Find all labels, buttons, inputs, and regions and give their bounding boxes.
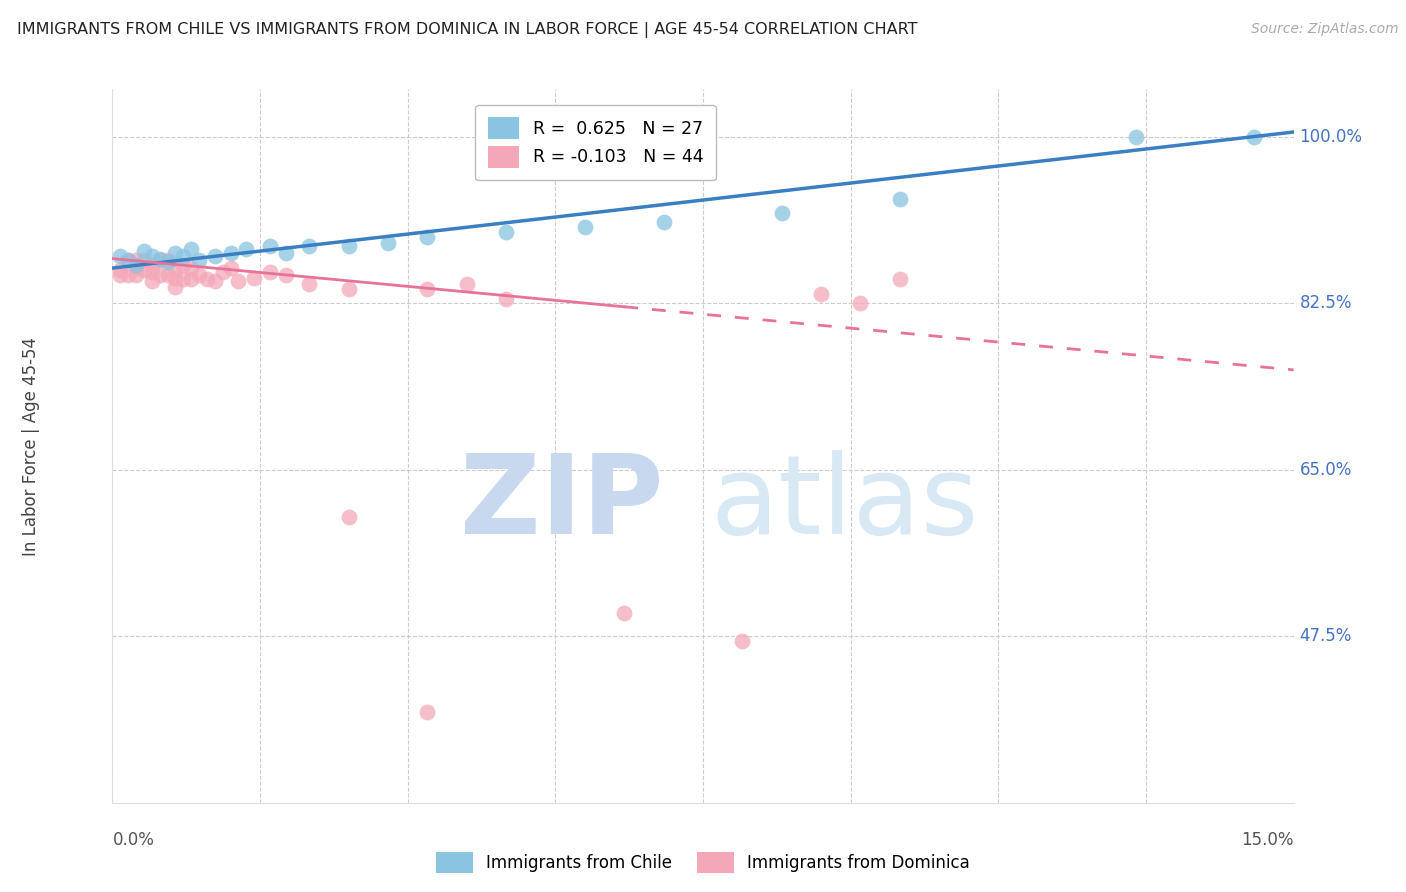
- Point: [125, 261, 148, 276]
- Point: [337, 282, 360, 296]
- Point: [810, 286, 832, 301]
- Point: [416, 706, 439, 720]
- Point: [141, 249, 163, 263]
- Point: [156, 253, 179, 268]
- Point: [188, 268, 211, 282]
- Point: [298, 277, 321, 292]
- Point: [125, 268, 148, 282]
- Point: [495, 292, 517, 306]
- Point: [298, 239, 321, 253]
- Point: [770, 206, 793, 220]
- Point: [613, 606, 636, 620]
- Point: [132, 253, 155, 268]
- Point: [274, 268, 297, 282]
- Point: [259, 239, 281, 253]
- Point: [416, 282, 439, 296]
- Point: [1243, 129, 1265, 144]
- Point: [117, 268, 139, 282]
- Point: [337, 239, 360, 253]
- Point: [125, 253, 148, 268]
- Point: [228, 274, 250, 288]
- Point: [889, 272, 911, 286]
- Point: [110, 268, 132, 282]
- Text: 15.0%: 15.0%: [1241, 831, 1294, 849]
- Point: [165, 280, 187, 294]
- Text: Source: ZipAtlas.com: Source: ZipAtlas.com: [1251, 22, 1399, 37]
- Point: [211, 265, 233, 279]
- Point: [188, 253, 211, 268]
- Text: 0.0%: 0.0%: [112, 831, 155, 849]
- Point: [125, 258, 148, 272]
- Point: [117, 253, 139, 268]
- Text: 65.0%: 65.0%: [1299, 461, 1351, 479]
- Text: 82.5%: 82.5%: [1299, 294, 1353, 312]
- Point: [180, 272, 202, 286]
- Point: [172, 249, 194, 263]
- Point: [1125, 129, 1147, 144]
- Point: [219, 245, 242, 260]
- Point: [889, 192, 911, 206]
- Point: [204, 274, 226, 288]
- Point: [172, 272, 194, 286]
- Point: [204, 249, 226, 263]
- Point: [337, 510, 360, 524]
- Point: [110, 249, 132, 263]
- Point: [165, 263, 187, 277]
- Point: [117, 253, 139, 268]
- Point: [132, 244, 155, 258]
- Point: [180, 242, 202, 256]
- Point: [495, 225, 517, 239]
- Point: [731, 634, 754, 648]
- Point: [574, 220, 596, 235]
- Text: In Labor Force | Age 45-54: In Labor Force | Age 45-54: [22, 336, 39, 556]
- Point: [110, 263, 132, 277]
- Point: [165, 270, 187, 285]
- Point: [259, 265, 281, 279]
- Text: 100.0%: 100.0%: [1299, 128, 1362, 145]
- Point: [416, 229, 439, 244]
- Point: [235, 242, 257, 256]
- Point: [141, 265, 163, 279]
- Text: 47.5%: 47.5%: [1299, 627, 1351, 645]
- Point: [132, 263, 155, 277]
- Point: [149, 268, 172, 282]
- Point: [172, 258, 194, 272]
- Point: [180, 261, 202, 276]
- Text: IMMIGRANTS FROM CHILE VS IMMIGRANTS FROM DOMINICA IN LABOR FORCE | AGE 45-54 COR: IMMIGRANTS FROM CHILE VS IMMIGRANTS FROM…: [17, 22, 917, 38]
- Point: [849, 296, 872, 310]
- Text: atlas: atlas: [710, 450, 979, 557]
- Point: [141, 258, 163, 272]
- Legend: Immigrants from Chile, Immigrants from Dominica: Immigrants from Chile, Immigrants from D…: [429, 846, 977, 880]
- Point: [141, 274, 163, 288]
- Point: [165, 245, 187, 260]
- Point: [456, 277, 478, 292]
- Point: [652, 215, 675, 229]
- Point: [149, 252, 172, 266]
- Legend: R =  0.625   N = 27, R = -0.103   N = 44: R = 0.625 N = 27, R = -0.103 N = 44: [475, 105, 716, 180]
- Point: [156, 255, 179, 269]
- Text: ZIP: ZIP: [460, 450, 664, 557]
- Point: [243, 270, 266, 285]
- Point: [149, 253, 172, 268]
- Point: [195, 272, 218, 286]
- Point: [219, 261, 242, 276]
- Point: [377, 236, 399, 251]
- Point: [156, 268, 179, 282]
- Point: [274, 245, 297, 260]
